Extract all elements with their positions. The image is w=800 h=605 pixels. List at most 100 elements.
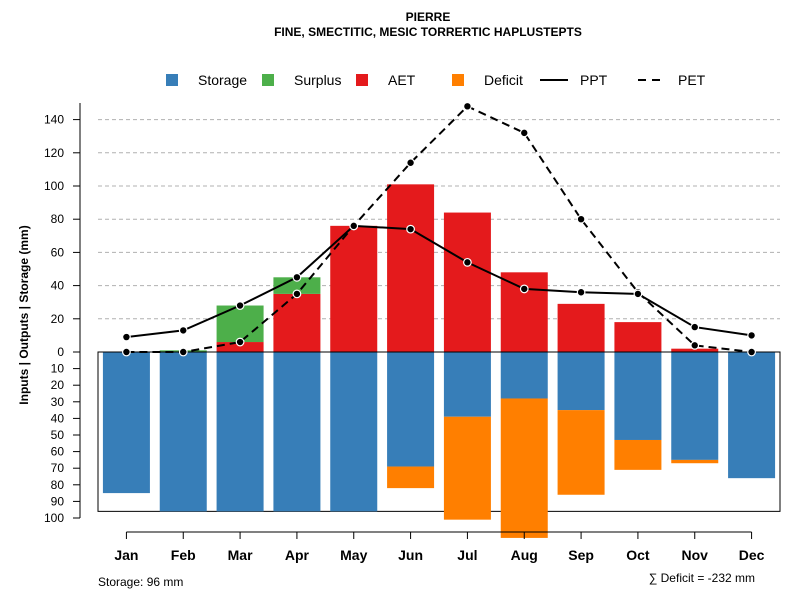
- point-pet-jul: [463, 101, 472, 111]
- storage-note: Storage: 96 mm: [98, 575, 183, 589]
- legend: Storage Surplus AET Deficit PPT PET: [166, 72, 706, 88]
- bar-storage-dec: [728, 352, 776, 479]
- bar-storage-nov: [671, 352, 719, 460]
- series-lines: [122, 101, 756, 357]
- point-ppt-jul: [463, 257, 472, 267]
- point-pet-jan: [122, 347, 131, 357]
- legend-label-surplus: Surplus: [294, 72, 341, 88]
- bar-deficit-sep: [557, 410, 605, 495]
- point-ppt-jan: [122, 332, 131, 342]
- bar-aet-mar: [216, 342, 264, 352]
- axes: 0 20 40 60 80 100 120 140 10 20 30 40 50 60 70 80 90 100 J…: [44, 103, 765, 563]
- bar-aet-apr: [273, 293, 321, 352]
- line-ppt: [126, 224, 752, 339]
- legend-swatch-aet: [356, 74, 368, 86]
- point-pet-mar: [235, 337, 245, 347]
- lower-tick-label: 50: [51, 428, 65, 442]
- bar-storage-jun: [387, 352, 435, 467]
- point-ppt-sep: [576, 287, 586, 297]
- upper-tick-label: 100: [44, 179, 64, 193]
- lower-tick-label: 10: [51, 362, 65, 376]
- point-pet-aug: [519, 128, 529, 138]
- x-tick-label-apr: Apr: [285, 547, 310, 563]
- upper-tick-label: 60: [51, 245, 65, 259]
- bar-storage-may: [330, 352, 378, 512]
- bar-storage-oct: [614, 352, 662, 440]
- bar-deficit-oct: [614, 439, 662, 470]
- lower-tick-label: 60: [51, 445, 65, 459]
- bar-storage-feb: [159, 352, 207, 512]
- bar-aet-aug: [500, 272, 548, 352]
- point-pet-dec: [747, 347, 756, 357]
- bar-aet-jun: [387, 184, 435, 352]
- bar-deficit-jul: [443, 416, 491, 520]
- x-tick-label-aug: Aug: [511, 547, 538, 563]
- point-ppt-dec: [747, 331, 756, 340]
- point-pet-nov: [690, 340, 700, 350]
- lower-tick-label: 80: [51, 478, 65, 492]
- bar-surplus-mar: [216, 305, 264, 343]
- point-pet-feb: [178, 347, 188, 357]
- legend-label-aet: AET: [388, 72, 416, 88]
- point-ppt-apr: [292, 272, 302, 282]
- lower-tick-label: 40: [51, 411, 65, 425]
- bar-surplus-apr: [273, 277, 321, 294]
- point-pet-apr: [292, 289, 302, 299]
- lower-tick-label: 20: [51, 378, 65, 392]
- lower-tick-label: 100: [44, 511, 64, 525]
- bar-storage-aug: [500, 352, 548, 399]
- point-ppt-nov: [690, 322, 700, 332]
- x-tick-label-may: May: [340, 547, 367, 563]
- line-pet: [126, 105, 752, 353]
- lower-tick-label: 90: [51, 494, 65, 508]
- legend-swatch-deficit: [452, 74, 464, 86]
- x-tick-label-feb: Feb: [171, 547, 196, 563]
- bar-aet-sep: [557, 303, 605, 352]
- upper-tick-label: 20: [51, 312, 65, 326]
- x-tick-label-oct: Oct: [626, 547, 650, 563]
- chart-subtitle: FINE, SMECTITIC, MESIC TORRERTIC HAPLUST…: [274, 25, 582, 39]
- upper-tick-label: 40: [51, 279, 65, 293]
- lower-tick-label: 70: [51, 461, 65, 475]
- bar-aet-may: [330, 225, 378, 352]
- upper-tick-label: 140: [44, 113, 64, 127]
- deficit-note: ∑ Deficit = -232 mm: [649, 571, 755, 585]
- legend-swatch-surplus: [262, 74, 274, 86]
- point-ppt-feb: [178, 326, 188, 335]
- bar-aet-jul: [443, 212, 491, 352]
- point-ppt-jun: [406, 224, 415, 234]
- bar-storage-mar: [216, 352, 264, 512]
- point-pet-sep: [576, 214, 586, 224]
- point-ppt-aug: [519, 284, 529, 294]
- legend-label-storage: Storage: [198, 72, 247, 88]
- point-ppt-mar: [235, 301, 245, 310]
- bar-storage-jul: [443, 352, 491, 417]
- y-axis-label: Inputs | Outputs | Storage (mm): [17, 225, 31, 404]
- x-tick-label-dec: Dec: [739, 547, 765, 563]
- upper-tick-label: 120: [44, 146, 64, 160]
- grid-lines: [98, 119, 780, 320]
- x-tick-label-nov: Nov: [682, 547, 709, 563]
- lower-tick-label: 30: [51, 395, 65, 409]
- legend-label-deficit: Deficit: [484, 72, 523, 88]
- bar-storage-apr: [273, 352, 321, 512]
- legend-swatch-storage: [166, 74, 178, 86]
- bar-storage-sep: [557, 352, 605, 411]
- bars: [97, 184, 781, 538]
- legend-label-ppt: PPT: [580, 72, 608, 88]
- x-tick-label-jun: Jun: [398, 547, 423, 563]
- bar-storage-jan: [102, 352, 150, 494]
- x-tick-label-jul: Jul: [457, 547, 477, 563]
- bar-deficit-jun: [387, 466, 435, 489]
- bar-aet-oct: [614, 322, 662, 352]
- upper-tick-label: 80: [51, 212, 65, 226]
- x-tick-label-sep: Sep: [568, 547, 594, 563]
- x-tick-label-mar: Mar: [228, 547, 253, 563]
- bar-aet-nov: [671, 348, 719, 352]
- x-tick-label-jan: Jan: [114, 547, 138, 563]
- upper-tick-label: 0: [57, 345, 64, 359]
- chart-title: PIERRE: [406, 10, 451, 24]
- legend-label-pet: PET: [678, 72, 706, 88]
